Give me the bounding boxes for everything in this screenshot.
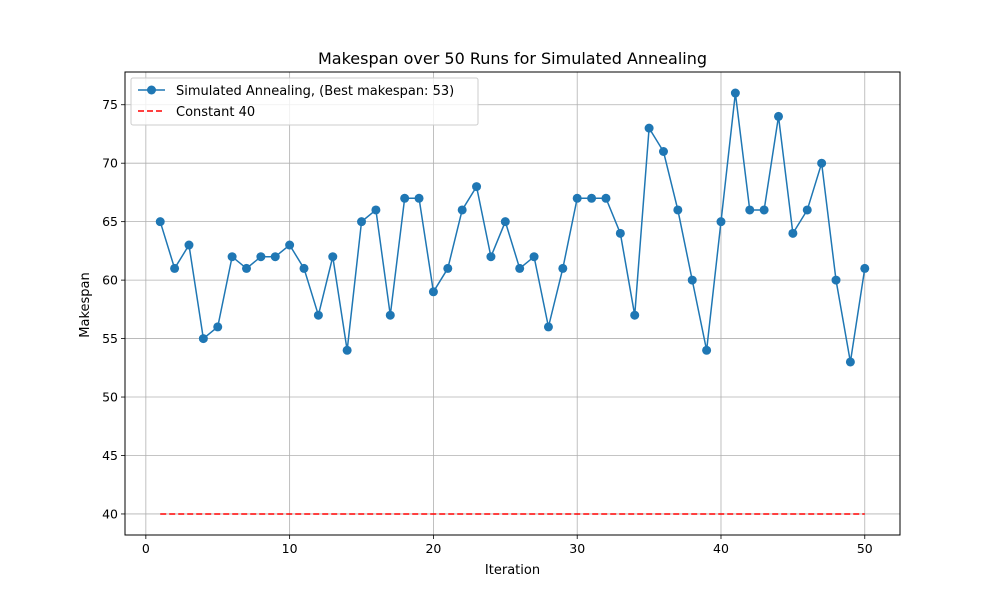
simulated-annealing-point <box>357 217 367 227</box>
chart-title: Makespan over 50 Runs for Simulated Anne… <box>318 49 707 68</box>
simulated-annealing-point <box>630 310 640 320</box>
simulated-annealing-point <box>227 252 237 262</box>
x-tick-label: 10 <box>282 541 298 556</box>
simulated-annealing-point <box>515 263 525 273</box>
simulated-annealing-point <box>184 240 194 250</box>
simulated-annealing-point <box>615 228 625 238</box>
plot-area-frame <box>124 71 901 536</box>
y-tick-label: 60 <box>102 273 118 288</box>
x-tick-label: 0 <box>142 541 150 556</box>
simulated-annealing-point <box>845 357 855 367</box>
simulated-annealing-point <box>558 263 568 273</box>
simulated-annealing-point <box>644 123 654 133</box>
simulated-annealing-point <box>472 182 482 192</box>
simulated-annealing-point <box>702 345 712 355</box>
x-tick-label: 30 <box>569 541 585 556</box>
simulated-annealing-point <box>658 147 668 157</box>
legend-label-simulated-annealing: Simulated Annealing, (Best makespan: 53) <box>176 84 454 99</box>
simulated-annealing-point <box>371 205 381 215</box>
simulated-annealing-point <box>299 263 309 273</box>
simulated-annealing-point <box>759 205 769 215</box>
simulated-annealing-point <box>213 322 223 332</box>
simulated-annealing-point <box>285 240 295 250</box>
simulated-annealing-point <box>529 252 539 262</box>
simulated-annealing-point <box>428 287 438 297</box>
y-tick-label: 55 <box>102 331 118 346</box>
x-tick-label: 20 <box>425 541 441 556</box>
simulated-annealing-point <box>500 217 510 227</box>
simulated-annealing-point <box>486 252 496 262</box>
simulated-annealing-point <box>155 217 165 227</box>
simulated-annealing-point <box>342 345 352 355</box>
y-tick-label: 50 <box>102 390 118 405</box>
simulated-annealing-point <box>543 322 553 332</box>
simulated-annealing-point <box>414 193 424 203</box>
y-axis-label: Makespan <box>78 272 93 337</box>
simulated-annealing-point <box>443 263 453 273</box>
legend-box <box>130 77 479 126</box>
y-tick-label: 40 <box>102 506 118 521</box>
simulated-annealing-point <box>860 263 870 273</box>
simulated-annealing-point <box>198 334 208 344</box>
y-tick-label: 70 <box>102 156 118 171</box>
simulated-annealing-point <box>774 111 784 121</box>
y-tick-label: 65 <box>102 214 118 229</box>
x-tick-label: 50 <box>857 541 873 556</box>
simulated-annealing-point <box>817 158 827 168</box>
legend: Simulated Annealing, (Best makespan: 53)… <box>130 77 479 126</box>
x-tick-label: 40 <box>713 541 729 556</box>
simulated-annealing-point <box>170 263 180 273</box>
simulated-annealing-point <box>673 205 683 215</box>
simulated-annealing-point <box>400 193 410 203</box>
simulated-annealing-point <box>385 310 395 320</box>
simulated-annealing-point <box>328 252 338 262</box>
simulated-annealing-point <box>716 217 726 227</box>
simulated-annealing-point <box>457 205 467 215</box>
simulated-annealing-point <box>745 205 755 215</box>
simulated-annealing-line <box>159 92 866 363</box>
simulated-annealing-point <box>831 275 841 285</box>
plot-series <box>155 88 870 515</box>
simulated-annealing-point <box>241 263 251 273</box>
simulated-annealing-point <box>587 193 597 203</box>
simulated-annealing-point <box>572 193 582 203</box>
simulated-annealing-point <box>313 310 323 320</box>
simulated-annealing-point <box>687 275 697 285</box>
y-tick-label: 75 <box>102 97 118 112</box>
simulated-annealing-point <box>270 252 280 262</box>
legend-marker-simulated-annealing <box>147 85 156 95</box>
legend-label-constant-40: Constant 40 <box>176 105 255 120</box>
simulated-annealing-point <box>802 205 812 215</box>
simulated-annealing-point <box>256 252 266 262</box>
simulated-annealing-point <box>601 193 611 203</box>
grid-lines <box>125 72 900 535</box>
y-tick-label: 45 <box>102 448 118 463</box>
simulated-annealing-point <box>730 88 740 98</box>
simulated-annealing-point <box>788 228 798 238</box>
x-axis-label: Iteration <box>485 563 540 578</box>
axis-ticks: 0 10 20 30 40 50 40 45 50 55 60 65 70 75 <box>102 97 873 556</box>
